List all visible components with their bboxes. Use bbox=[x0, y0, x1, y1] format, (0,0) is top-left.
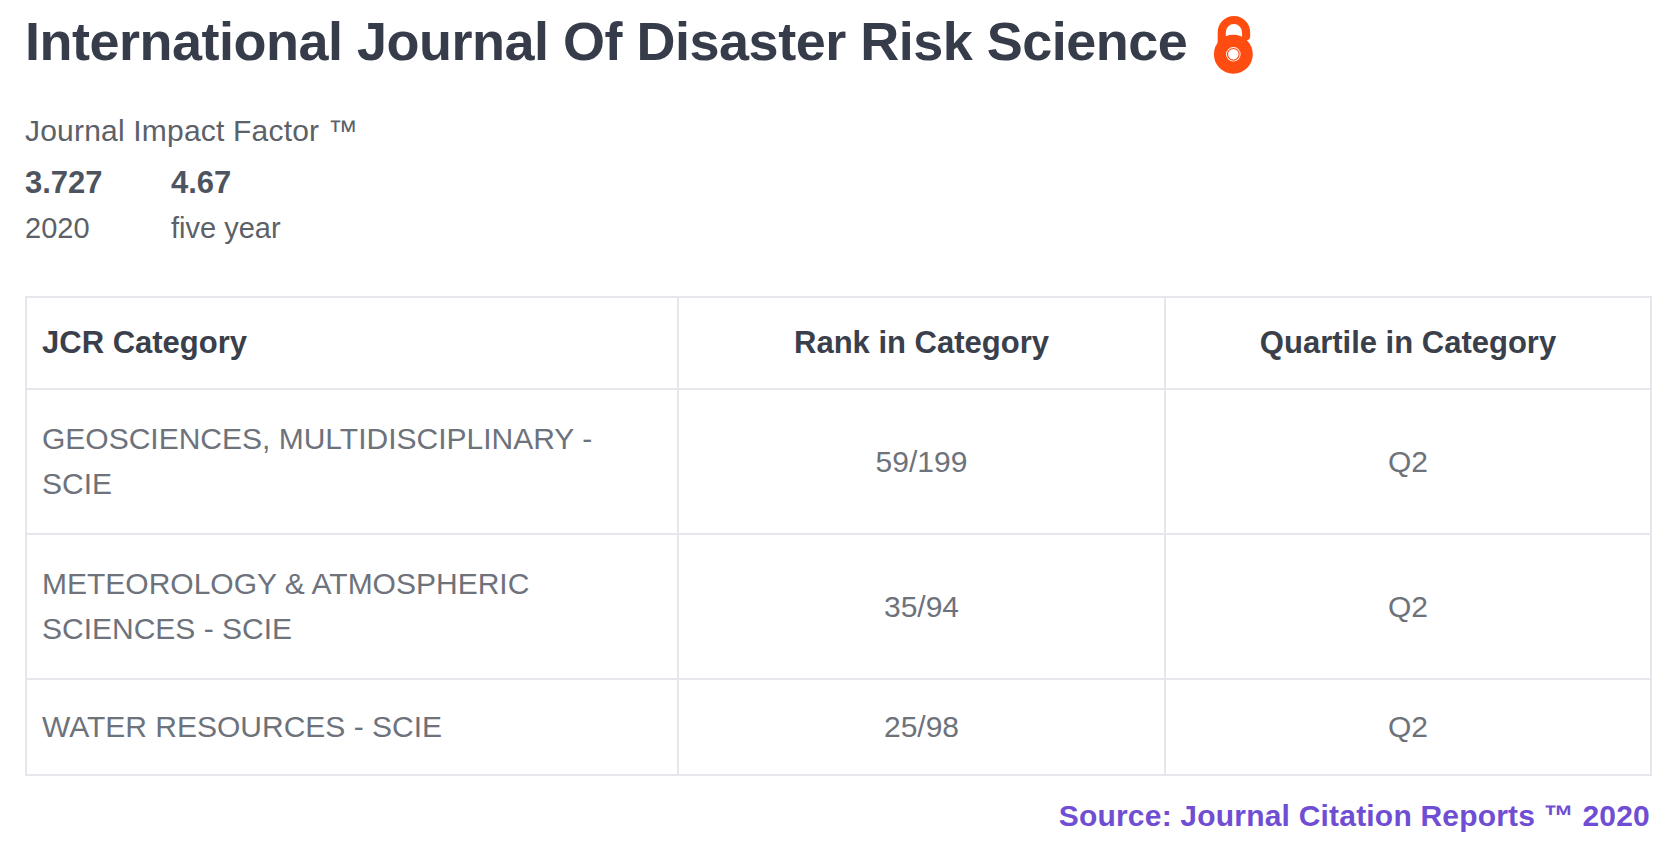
quartile-cell: Q2 bbox=[1165, 389, 1651, 534]
impact-factor-current-period: 2020 bbox=[25, 211, 171, 246]
source-link[interactable]: Source: Journal Citation Reports ™ 2020 bbox=[1059, 799, 1650, 832]
table-header-quartile: Quartile in Category bbox=[1165, 297, 1651, 389]
rank-cell: 35/94 bbox=[678, 534, 1165, 679]
title-row: International Journal Of Disaster Risk S… bbox=[25, 10, 1650, 78]
category-cell: GEOSCIENCES, MULTIDISCIPLINARY - SCIE bbox=[26, 389, 678, 534]
table-row: WATER RESOURCES - SCIE 25/98 Q2 bbox=[26, 679, 1651, 775]
table-row: METEOROLOGY & ATMOSPHERIC SCIENCES - SCI… bbox=[26, 534, 1651, 679]
jcr-category-table: JCR Category Rank in Category Quartile i… bbox=[25, 296, 1652, 776]
category-cell: WATER RESOURCES - SCIE bbox=[26, 679, 678, 775]
impact-factor-values: 3.727 2020 4.67 five year bbox=[25, 164, 1650, 246]
table-row: GEOSCIENCES, MULTIDISCIPLINARY - SCIE 59… bbox=[26, 389, 1651, 534]
rank-cell: 59/199 bbox=[678, 389, 1165, 534]
rank-cell: 25/98 bbox=[678, 679, 1165, 775]
quartile-cell: Q2 bbox=[1165, 679, 1651, 775]
table-header-rank: Rank in Category bbox=[678, 297, 1165, 389]
impact-factor-five-year: 4.67 five year bbox=[171, 164, 317, 246]
open-access-icon bbox=[1211, 16, 1258, 78]
source-row: Source: Journal Citation Reports ™ 2020 bbox=[25, 799, 1650, 833]
impact-factor-five-year-period: five year bbox=[171, 211, 317, 246]
journal-title: International Journal Of Disaster Risk S… bbox=[25, 10, 1187, 72]
category-cell: METEOROLOGY & ATMOSPHERIC SCIENCES - SCI… bbox=[26, 534, 678, 679]
impact-factor-current-value: 3.727 bbox=[25, 164, 171, 201]
impact-factor-current: 3.727 2020 bbox=[25, 164, 171, 246]
impact-factor-five-year-value: 4.67 bbox=[171, 164, 317, 201]
journal-info-panel: International Journal Of Disaster Risk S… bbox=[0, 0, 1673, 833]
impact-factor-block: Journal Impact Factor ™ 3.727 2020 4.67 … bbox=[25, 114, 1650, 246]
quartile-cell: Q2 bbox=[1165, 534, 1651, 679]
table-header-row: JCR Category Rank in Category Quartile i… bbox=[26, 297, 1651, 389]
table-header-category: JCR Category bbox=[26, 297, 678, 389]
impact-factor-label: Journal Impact Factor ™ bbox=[25, 114, 1650, 148]
